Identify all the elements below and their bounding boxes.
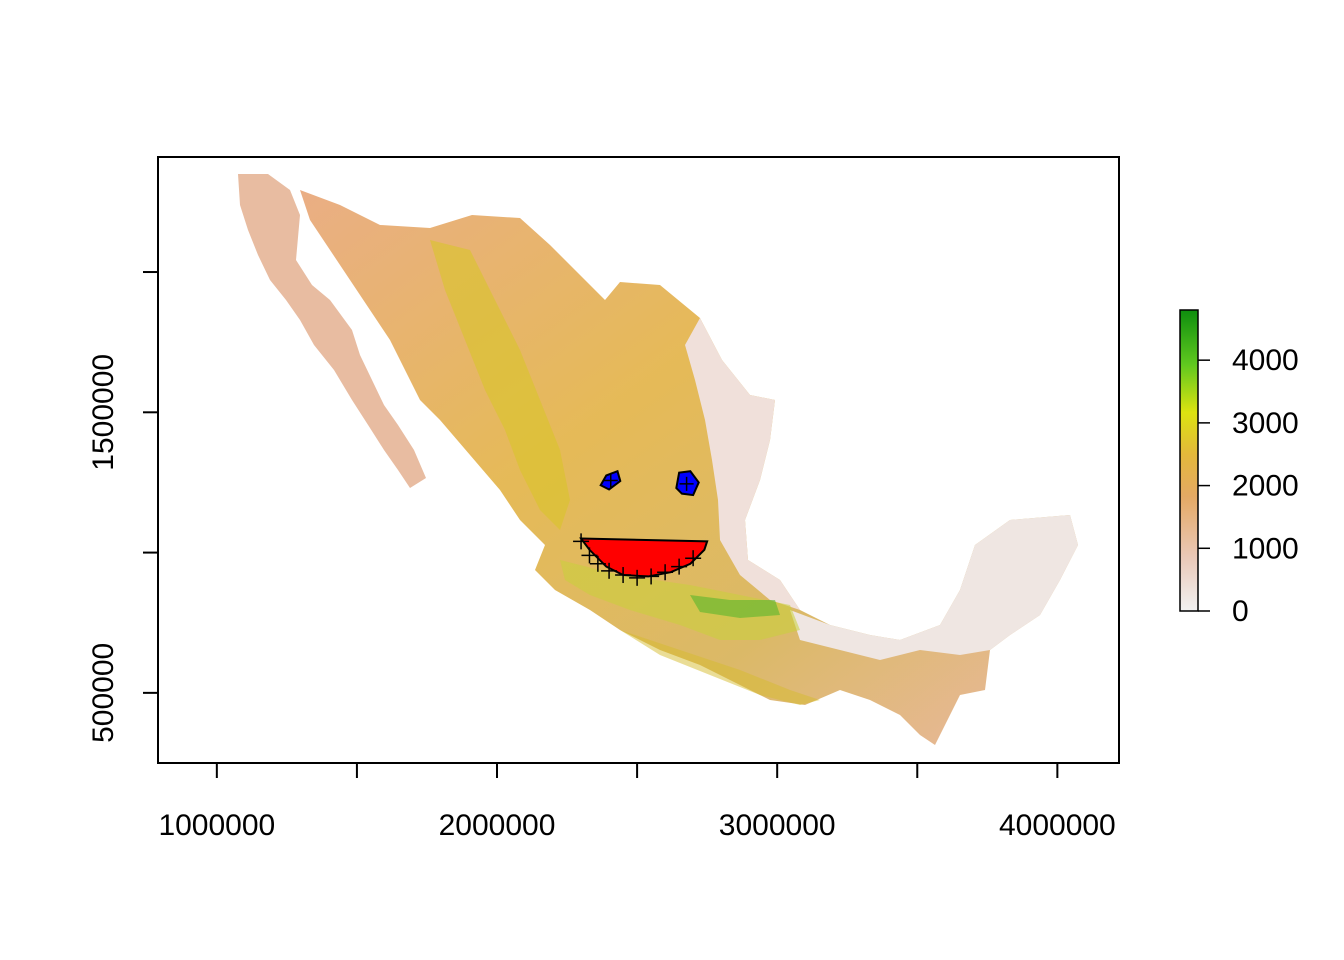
central-highlands [560,560,800,640]
green-peaks [690,595,780,618]
x-tick-label: 4000000 [999,809,1116,842]
gulf-coastal-plain [685,318,800,610]
y-tick-label: 500000 [87,643,120,743]
mexico-landmass [238,174,1078,745]
legend-colorbar [1179,309,1199,612]
x-tick-label: 3000000 [719,809,836,842]
baja-peninsula [238,174,426,488]
legend-tick-label: 4000 [1232,344,1299,377]
legend-tick-label: 2000 [1232,470,1299,503]
yucatan-lowlands [790,515,1078,660]
legend-tick-label: 0 [1232,595,1249,628]
y-tick-label: 1500000 [87,354,120,471]
legend-tick-label: 1000 [1232,532,1299,565]
legend: 4000 3000 2000 1000 0 [1179,309,1299,628]
overlay-polygons [573,469,709,586]
legend-tick-label: 3000 [1232,407,1299,440]
legend-ticks: 4000 3000 2000 1000 0 [1198,344,1299,628]
axes: 1000000 2000000 3000000 4000000 500000 150000… [87,271,1116,842]
southern-highlands [620,630,820,705]
plot-frame [157,156,1120,764]
x-tick-label: 2000000 [439,809,556,842]
x-tick-label: 1000000 [158,809,275,842]
sierra-madre-occidental [430,240,570,530]
